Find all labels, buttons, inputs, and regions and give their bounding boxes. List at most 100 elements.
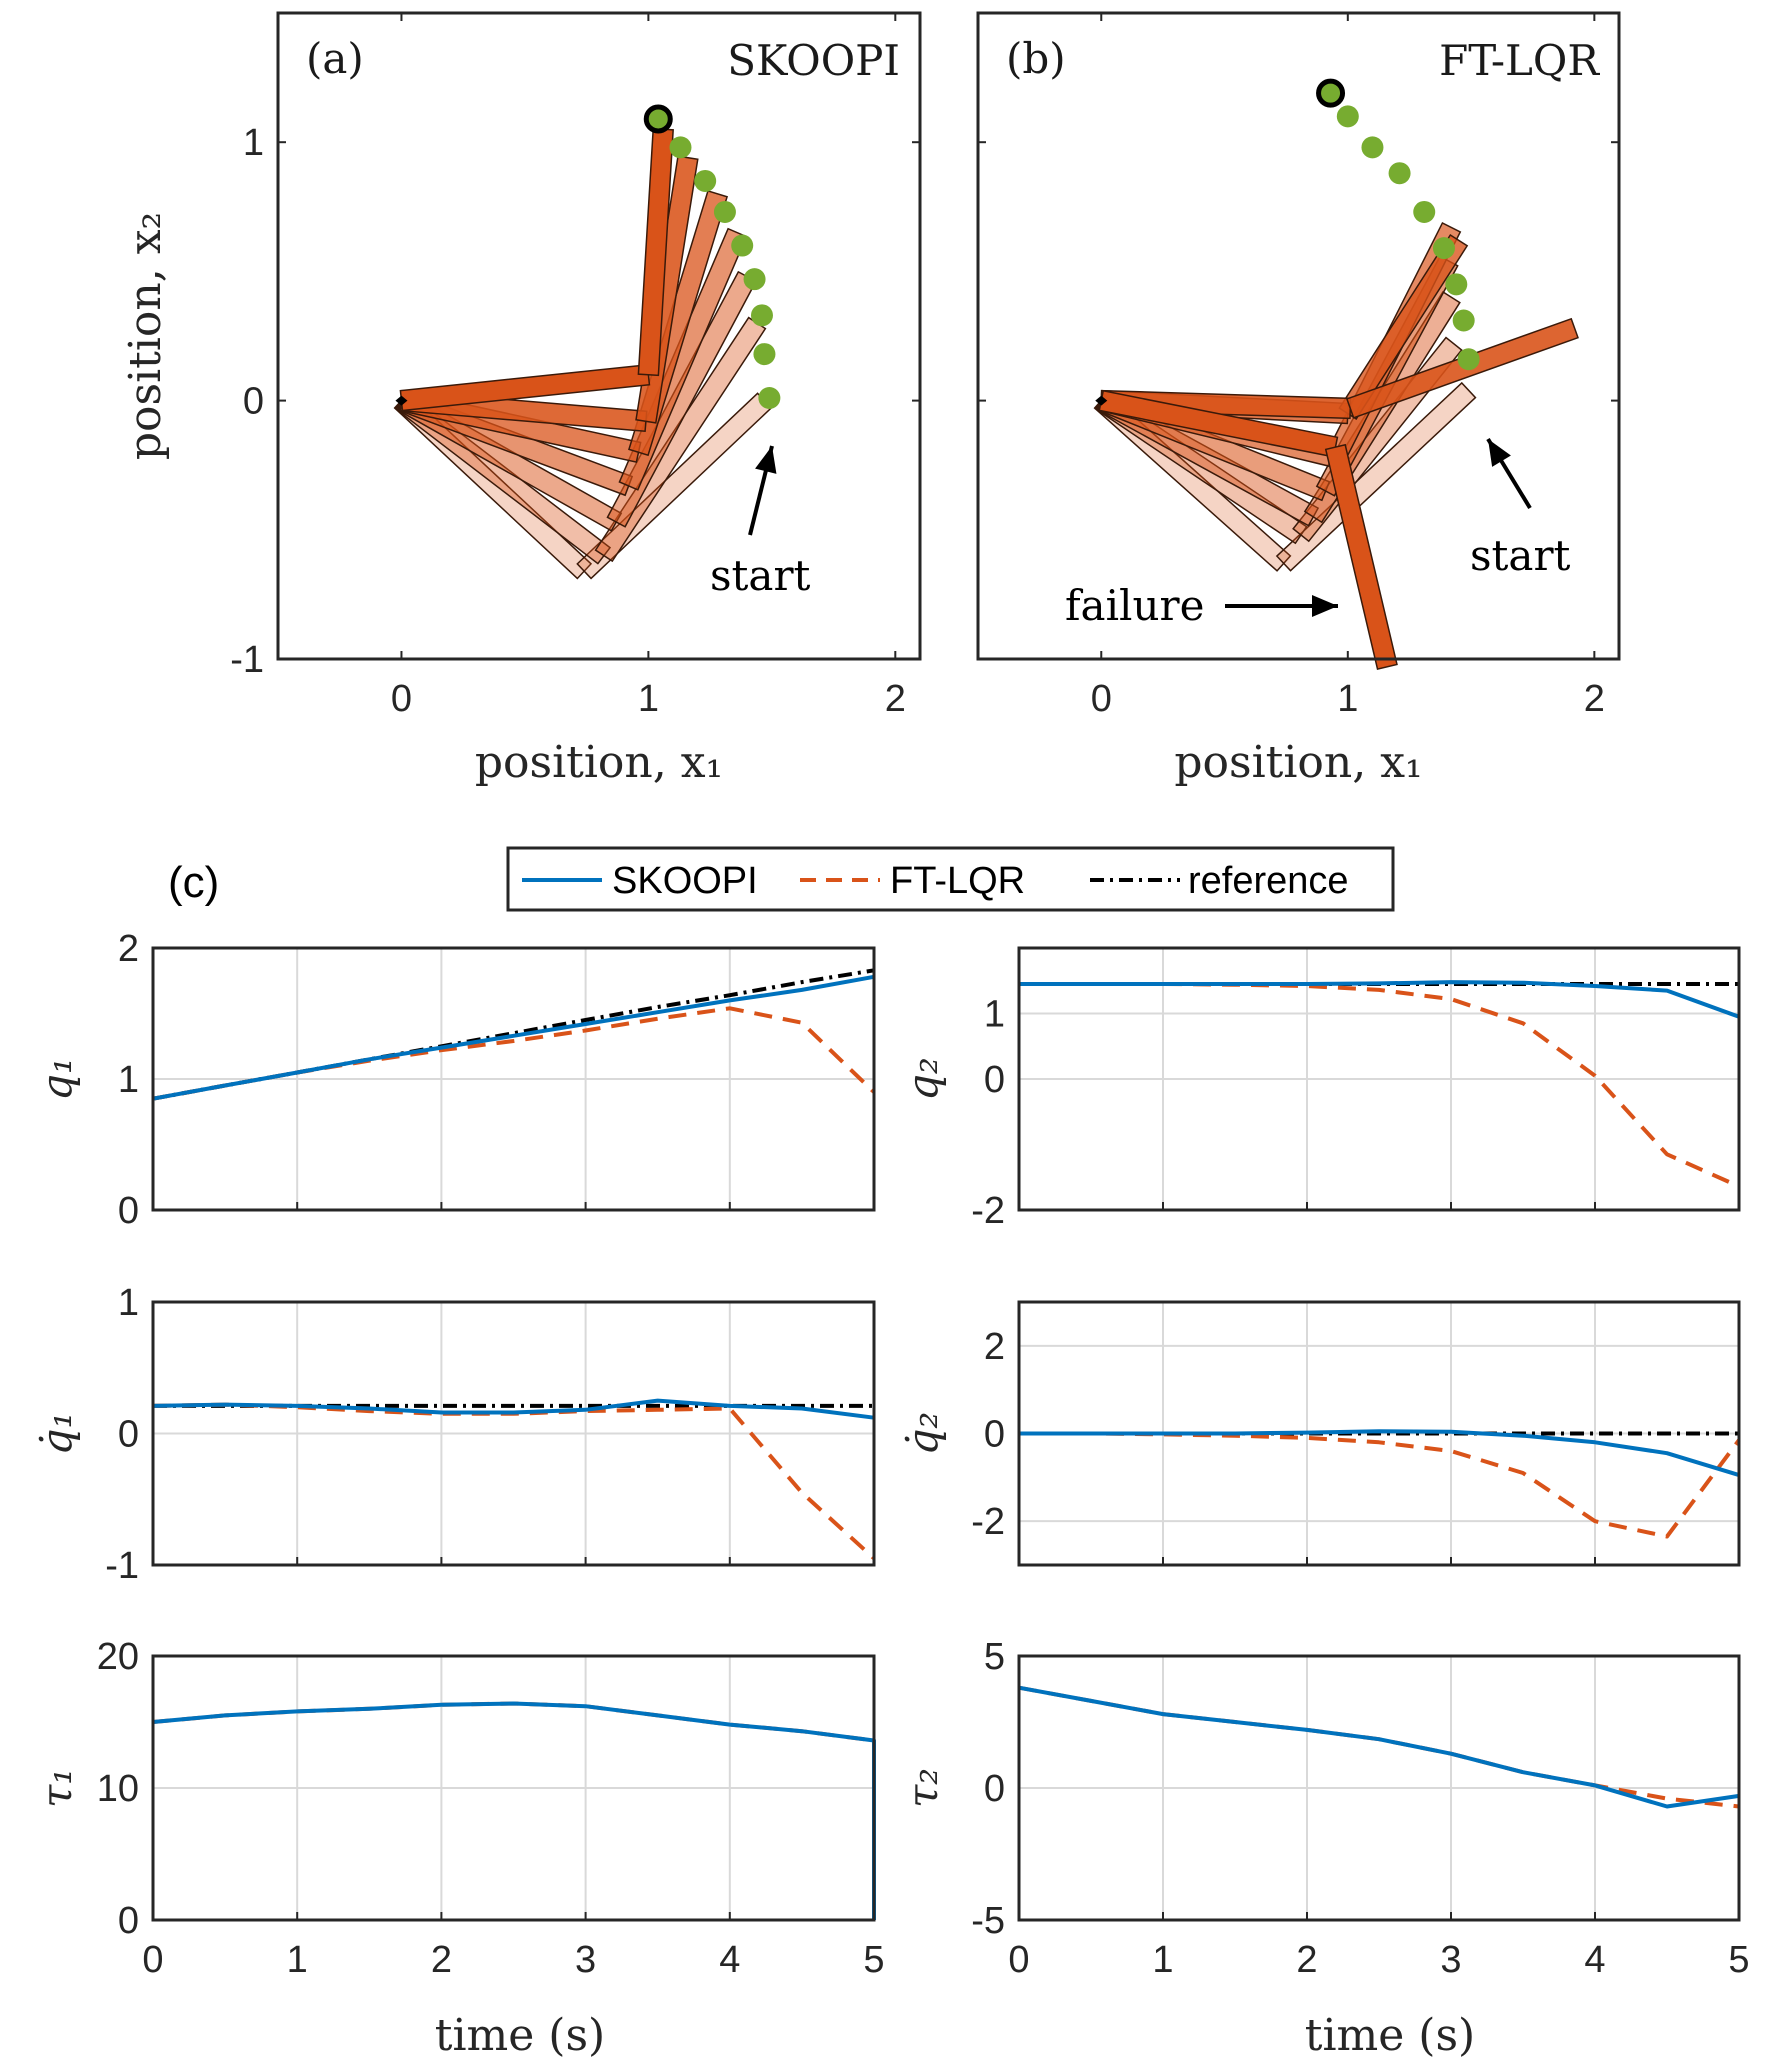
series-skoopi <box>152 1701 876 1920</box>
legend-box <box>506 846 1395 912</box>
arm-base <box>395 395 408 406</box>
y-tick-label: 5 <box>984 1636 1005 1678</box>
y-label-q2-dot: q̇₂ <box>898 1412 947 1456</box>
y-tick-label: 0 <box>243 381 264 423</box>
y-tick-label: 10 <box>97 1768 139 1810</box>
subplot-0: 0 1 2 q₁ <box>32 928 876 1232</box>
target-point <box>713 200 736 223</box>
y-tick-label: 20 <box>97 1636 139 1678</box>
target-point <box>753 343 776 366</box>
target-point <box>1445 273 1468 296</box>
panel-title: SKOOPI <box>727 36 900 85</box>
annotation-failure: failure <box>1065 581 1204 630</box>
x-tick-label: 1 <box>1152 1939 1173 1981</box>
y-label-q1: q₁ <box>32 1057 81 1101</box>
annotation-arrow-head <box>1312 595 1338 617</box>
axes-box <box>276 11 922 661</box>
series-skoopi <box>1018 1685 1740 1809</box>
x-tick-label: 2 <box>1584 678 1605 720</box>
subplot-3: -2 0 2 q̇₂ <box>898 1300 1741 1567</box>
panel-b: 0 1 2 (b) FT-LQR position, x₁ start failure <box>976 11 1621 788</box>
y-tick-label: 0 <box>118 1414 139 1456</box>
x-tick-label: 5 <box>863 1939 884 1981</box>
x-tick-label: 0 <box>1008 1939 1029 1981</box>
arm-link2-7 <box>1324 443 1398 670</box>
y-tick-label: 0 <box>118 1190 139 1232</box>
x-axis-label: position, x₁ <box>1174 737 1422 788</box>
target-point <box>743 268 766 291</box>
x-tick-label: 2 <box>431 1939 452 1981</box>
plot-area <box>978 13 1619 659</box>
subplot-1: -2 0 1 q₂ <box>898 946 1741 1232</box>
panel-label: (b) <box>1006 34 1066 83</box>
target-point <box>731 234 754 257</box>
arm-link2-0 <box>576 392 773 580</box>
y-tick-label: -1 <box>230 639 264 681</box>
x-tick-label: 1 <box>638 678 659 720</box>
x-tick-label: 0 <box>1091 678 1112 720</box>
x-tick-label: 3 <box>1440 1939 1461 1981</box>
axes-box <box>151 946 876 1212</box>
y-label-tau1: τ₁ <box>32 1768 81 1808</box>
axes-box <box>1017 1654 1741 1922</box>
x-tick-label: 5 <box>1728 1939 1749 1981</box>
x-tick-label: 0 <box>142 1939 163 1981</box>
x-tick-label: 1 <box>287 1939 308 1981</box>
target-start-point <box>643 104 673 134</box>
target-start-point <box>1316 78 1346 108</box>
target-point <box>1388 162 1411 185</box>
x-tick-label: 3 <box>575 1939 596 1981</box>
xlabel-left: time (s) <box>435 2010 605 2061</box>
y-label-q1-dot: q̇₁ <box>32 1412 81 1456</box>
series-skoopi <box>1019 1429 1740 1478</box>
annotation-arrow-head <box>755 446 777 474</box>
panel-a: 0 1 2 -1 0 1 (a) SKOOPI position, x₁ position, x₂… <box>120 11 922 788</box>
y-axis-label: position, x₂ <box>120 212 171 460</box>
arm-base <box>1095 395 1108 406</box>
y-tick-label: 1 <box>984 994 1005 1036</box>
y-tick-label: -2 <box>971 1190 1005 1232</box>
x-tick-label: 0 <box>391 678 412 720</box>
series-skoopi <box>1019 980 1740 1019</box>
target-point <box>1361 136 1384 159</box>
panel-label: (a) <box>306 34 364 83</box>
y-label-q2: q₂ <box>898 1057 947 1101</box>
series-skoopi <box>152 1398 875 1420</box>
y-tick-label: 2 <box>118 928 139 970</box>
y-tick-label: 1 <box>243 122 264 164</box>
x-tick-label: 2 <box>1296 1939 1317 1981</box>
legend-label-reference: reference <box>1188 860 1349 902</box>
y-tick-label: -1 <box>105 1545 139 1587</box>
annotation-arrow-head <box>1488 439 1511 467</box>
subplot-4: 0 10 20 0 1 2 3 4 5 τ₁ <box>32 1636 885 1981</box>
y-tick-label: 0 <box>984 1768 1005 1810</box>
axes-box <box>1017 1300 1741 1567</box>
y-tick-label: 0 <box>984 1414 1005 1456</box>
y-label-tau2: τ₂ <box>898 1768 947 1808</box>
target-point <box>1336 105 1359 128</box>
x-tick-label: 2 <box>885 678 906 720</box>
y-tick-label: 0 <box>984 1059 1005 1101</box>
x-tick-label: 1 <box>1337 678 1358 720</box>
panel-title: FT-LQR <box>1439 36 1600 85</box>
xlabel-right: time (s) <box>1305 2010 1475 2061</box>
target-point <box>758 387 781 410</box>
legend-label-skoopi: SKOOPI <box>612 860 758 902</box>
legend-label-ftlqr: FT-LQR <box>890 860 1025 902</box>
target-point <box>1457 348 1480 371</box>
subplot-2: -1 0 1 q̇₁ <box>32 1282 876 1587</box>
y-tick-label: 2 <box>984 1326 1005 1368</box>
top-panels: 0 1 2 -1 0 1 (a) SKOOPI position, x₁ position, x₂… <box>120 11 1621 788</box>
axes-box <box>976 11 1621 661</box>
x-axis-label: position, x₁ <box>475 737 723 788</box>
axes-box <box>151 1300 876 1567</box>
x-tick-label: 4 <box>719 1939 740 1981</box>
y-tick-label: -2 <box>971 1501 1005 1543</box>
legend: SKOOPI FT-LQR reference <box>506 846 1395 912</box>
annotation-start: start <box>1470 531 1571 580</box>
target-point <box>750 304 773 327</box>
y-tick-label: 1 <box>118 1282 139 1324</box>
